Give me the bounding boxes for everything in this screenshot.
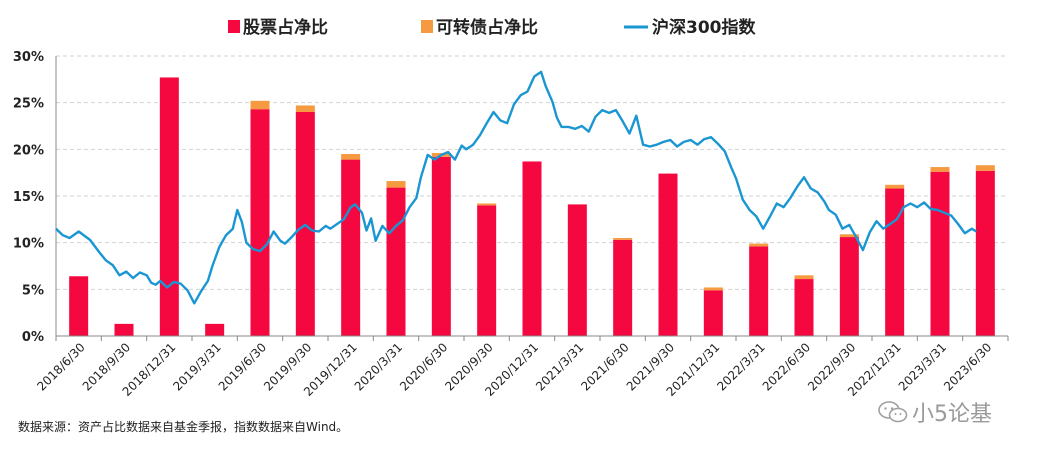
x-tick-label: 2023/6/30 bbox=[941, 340, 994, 393]
watermark: 小5论基 bbox=[878, 396, 992, 428]
bar-convertible bbox=[386, 181, 406, 188]
bar-stock bbox=[159, 77, 179, 336]
x-tick-label: 2020/3/31 bbox=[352, 340, 405, 393]
y-tick-label: 15% bbox=[13, 190, 44, 205]
bar-stock bbox=[205, 323, 225, 336]
y-tick-label: 25% bbox=[13, 97, 44, 112]
bar-convertible bbox=[749, 243, 769, 247]
y-tick-label: 0% bbox=[22, 330, 44, 345]
y-axis: 0% 5% 10% 15% 20% 25% 30% bbox=[13, 50, 57, 345]
legend-swatch bbox=[421, 20, 433, 33]
bar-stock bbox=[69, 276, 89, 336]
watermark-text: 小5论基 bbox=[912, 402, 992, 427]
legend: 股票占净比 可转债占净比 沪深300指数 bbox=[228, 17, 756, 38]
x-tick-label: 2019/6/30 bbox=[216, 340, 269, 393]
y-tick-label: 30% bbox=[13, 50, 44, 65]
bar-convertible bbox=[930, 167, 950, 172]
bar-convertible bbox=[295, 105, 315, 112]
bar-stock bbox=[658, 173, 678, 336]
source-note: 数据来源：资产占比数据来自基金季报，指数数据来自Wind。 bbox=[18, 420, 349, 434]
bar-stock bbox=[567, 204, 587, 336]
bar-convertible bbox=[477, 203, 497, 206]
y-tick-label: 10% bbox=[13, 237, 44, 252]
y-tick-label: 5% bbox=[22, 283, 44, 298]
x-tick-label: 2018/6/30 bbox=[34, 340, 87, 393]
bar-stock bbox=[749, 246, 769, 336]
x-tick-label: 2022/6/30 bbox=[760, 340, 813, 393]
legend-label: 可转债占净比 bbox=[436, 17, 538, 38]
x-tick-label: 2020/6/30 bbox=[397, 340, 450, 393]
x-tick-label: 2021/6/30 bbox=[578, 340, 631, 393]
line-series-hs300 bbox=[55, 70, 977, 305]
x-tick-label: 2019/3/31 bbox=[170, 340, 223, 393]
bar-stock bbox=[703, 290, 723, 336]
x-tick-label: 2023/3/31 bbox=[896, 340, 949, 393]
legend-label: 沪深300指数 bbox=[652, 17, 756, 38]
bar-convertible bbox=[794, 275, 814, 280]
bar-stock bbox=[930, 171, 950, 336]
bar-stock bbox=[386, 187, 406, 336]
bar-convertible bbox=[975, 165, 995, 171]
x-tick-label: 2021/3/31 bbox=[533, 340, 586, 393]
bar-stock bbox=[250, 109, 270, 336]
y-tick-label: 20% bbox=[13, 143, 44, 158]
bar-stock bbox=[839, 237, 859, 336]
bar-convertible bbox=[839, 234, 859, 238]
bar-stock bbox=[975, 170, 995, 336]
legend-swatch bbox=[228, 20, 240, 33]
bar-convertible bbox=[885, 184, 905, 189]
bar-convertible bbox=[613, 238, 633, 240]
bar-stock bbox=[114, 323, 134, 336]
bars bbox=[69, 77, 995, 336]
wechat-icon bbox=[878, 401, 908, 423]
bar-convertible bbox=[250, 100, 270, 110]
x-tick-label: 2022/3/31 bbox=[714, 340, 767, 393]
bar-stock bbox=[477, 205, 497, 336]
legend-label: 股票占净比 bbox=[243, 17, 328, 38]
bar-convertible bbox=[703, 287, 723, 291]
bar-stock bbox=[794, 279, 814, 336]
bar-stock bbox=[431, 156, 451, 336]
bar-convertible bbox=[341, 154, 361, 160]
index-line bbox=[55, 70, 977, 305]
bar-stock bbox=[341, 159, 361, 336]
bar-stock bbox=[613, 239, 633, 336]
bar-stock bbox=[522, 161, 542, 336]
x-axis: 2018/6/302018/9/302018/12/312019/3/31201… bbox=[34, 335, 1009, 399]
